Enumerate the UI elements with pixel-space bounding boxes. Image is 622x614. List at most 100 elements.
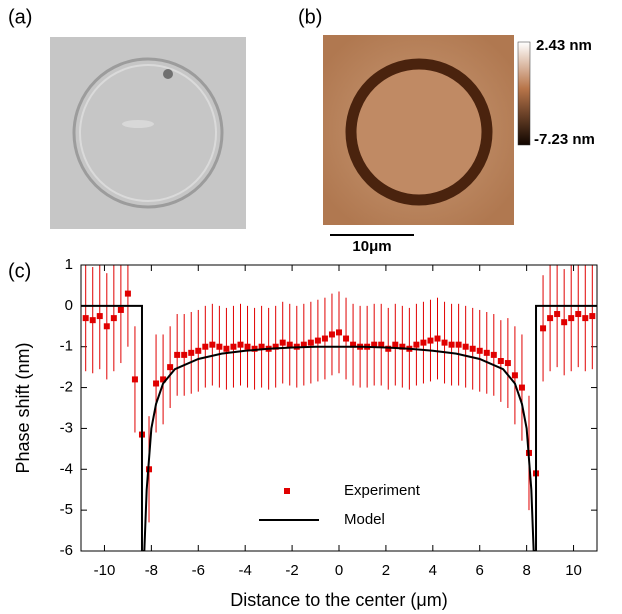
data-point (575, 311, 582, 318)
data-point (392, 341, 399, 348)
x-tick-label: -2 (285, 562, 298, 579)
data-point (448, 341, 455, 348)
data-point (554, 311, 561, 318)
data-point (272, 343, 279, 350)
data-point (195, 347, 202, 354)
data-point (413, 341, 420, 348)
data-point (223, 345, 230, 352)
data-point (378, 341, 385, 348)
data-point (371, 341, 378, 348)
scale-bar-label: 10μm (352, 238, 391, 255)
data-point (441, 339, 448, 346)
data-point (89, 317, 96, 324)
x-axis-label: Distance to the center (μm) (230, 590, 447, 610)
data-point (497, 358, 504, 365)
data-point (117, 306, 124, 313)
data-point (511, 372, 518, 379)
plot-frame (80, 264, 598, 552)
data-point (469, 345, 476, 352)
data-point (279, 339, 286, 346)
data-point (336, 329, 342, 336)
data-point (540, 325, 547, 332)
data-point (568, 315, 575, 322)
data-point (82, 315, 89, 322)
data-point (202, 343, 209, 350)
legend-label: Model (344, 511, 385, 528)
data-point (110, 315, 117, 322)
image-a (50, 37, 246, 229)
x-tick-label: 10 (565, 562, 582, 579)
data-point (589, 313, 596, 320)
y-tick-label: -6 (60, 542, 73, 559)
y-tick-label: 0 (65, 297, 73, 314)
model-line (81, 304, 597, 551)
colorbar-min: -7.23 nm (534, 131, 595, 148)
data-point (160, 376, 167, 383)
data-point (582, 315, 589, 322)
x-tick-label: 6 (476, 562, 484, 579)
x-tick-label: 0 (335, 562, 343, 579)
x-tick-label: -4 (239, 562, 252, 579)
data-point (462, 343, 469, 350)
data-point (476, 347, 483, 354)
data-point (286, 341, 293, 348)
legend-marker (284, 488, 290, 494)
x-tick-label: -10 (94, 562, 116, 579)
data-point (321, 335, 328, 342)
colorbar-max: 2.43 nm (536, 37, 592, 54)
data-point (518, 384, 525, 391)
data-point (237, 341, 244, 348)
data-point (124, 290, 131, 297)
data-point (399, 343, 406, 350)
data-point (174, 351, 181, 358)
data-point (244, 343, 251, 350)
data-point (420, 339, 427, 346)
data-point (258, 343, 265, 350)
data-point (131, 376, 138, 383)
data-point (350, 341, 357, 348)
x-tick-label: 2 (382, 562, 390, 579)
data-point (328, 331, 335, 338)
y-tick-label: -5 (60, 501, 73, 518)
data-point (547, 315, 554, 322)
panel-label: (b) (298, 6, 322, 28)
data-point (483, 349, 490, 356)
panel-label: (c) (8, 260, 31, 282)
data-point (103, 323, 110, 330)
data-point (561, 319, 568, 326)
plot: -10 -8 -6 -4 -2 0 2 4 6 8 10-6-5-4-3-2-101Experime… (60, 256, 598, 579)
data-point (385, 345, 392, 352)
data-point (307, 339, 314, 346)
data-point (181, 351, 188, 358)
x-tick-label: 4 (429, 562, 437, 579)
data-point (188, 349, 195, 356)
data-point (300, 341, 307, 348)
x-tick-label: -6 (192, 562, 205, 579)
y-tick-label: -1 (60, 338, 73, 355)
y-tick-label: -3 (60, 419, 73, 436)
data-point (427, 337, 434, 344)
data-point (167, 364, 174, 371)
y-tick-label: -2 (60, 379, 73, 396)
data-point (455, 341, 462, 348)
data-point (490, 351, 497, 358)
data-point (96, 313, 103, 320)
image-b (323, 35, 531, 225)
panel-label: (a) (8, 6, 32, 28)
data-point (153, 380, 160, 387)
y-tick-label: -4 (60, 460, 73, 477)
data-point (230, 343, 237, 350)
x-tick-label: -8 (145, 562, 158, 579)
y-axis-label: Phase shift (nm) (13, 342, 33, 473)
plot-area (81, 265, 597, 551)
data-point (216, 343, 223, 350)
x-tick-label: 8 (522, 562, 530, 579)
data-point (251, 345, 258, 352)
data-point (504, 360, 511, 367)
legend-label: Experiment (344, 482, 421, 499)
y-tick-label: 1 (65, 256, 73, 273)
data-point (314, 337, 321, 344)
data-point (343, 335, 350, 342)
data-point (434, 335, 441, 342)
